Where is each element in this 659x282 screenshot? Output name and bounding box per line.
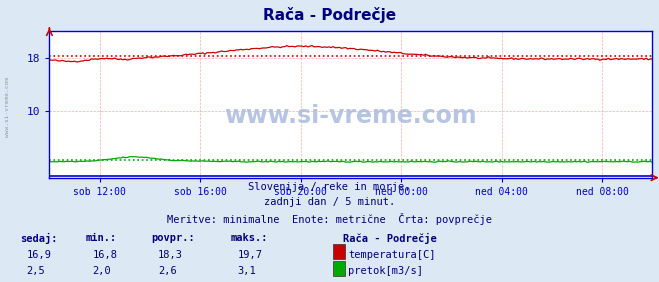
Text: 2,5: 2,5 [26,266,45,276]
Text: www.si-vreme.com: www.si-vreme.com [5,77,11,137]
Text: Rača - Podrečje: Rača - Podrečje [343,233,436,244]
Text: 2,6: 2,6 [158,266,177,276]
Text: temperatura[C]: temperatura[C] [348,250,436,259]
Text: 18,3: 18,3 [158,250,183,259]
Text: Slovenija / reke in morje.: Slovenija / reke in morje. [248,182,411,192]
Text: Meritve: minimalne  Enote: metrične  Črta: povprečje: Meritve: minimalne Enote: metrične Črta:… [167,213,492,225]
Text: 16,8: 16,8 [92,250,117,259]
Text: zadnji dan / 5 minut.: zadnji dan / 5 minut. [264,197,395,207]
Text: pretok[m3/s]: pretok[m3/s] [348,266,423,276]
Text: min.:: min.: [86,233,117,243]
Text: maks.:: maks.: [231,233,268,243]
Text: 16,9: 16,9 [26,250,51,259]
Text: Rača - Podrečje: Rača - Podrečje [263,7,396,23]
Text: www.si-vreme.com: www.si-vreme.com [225,104,477,128]
Text: 2,0: 2,0 [92,266,111,276]
Text: 19,7: 19,7 [237,250,262,259]
Text: 3,1: 3,1 [237,266,256,276]
Text: sedaj:: sedaj: [20,233,57,244]
Text: povpr.:: povpr.: [152,233,195,243]
